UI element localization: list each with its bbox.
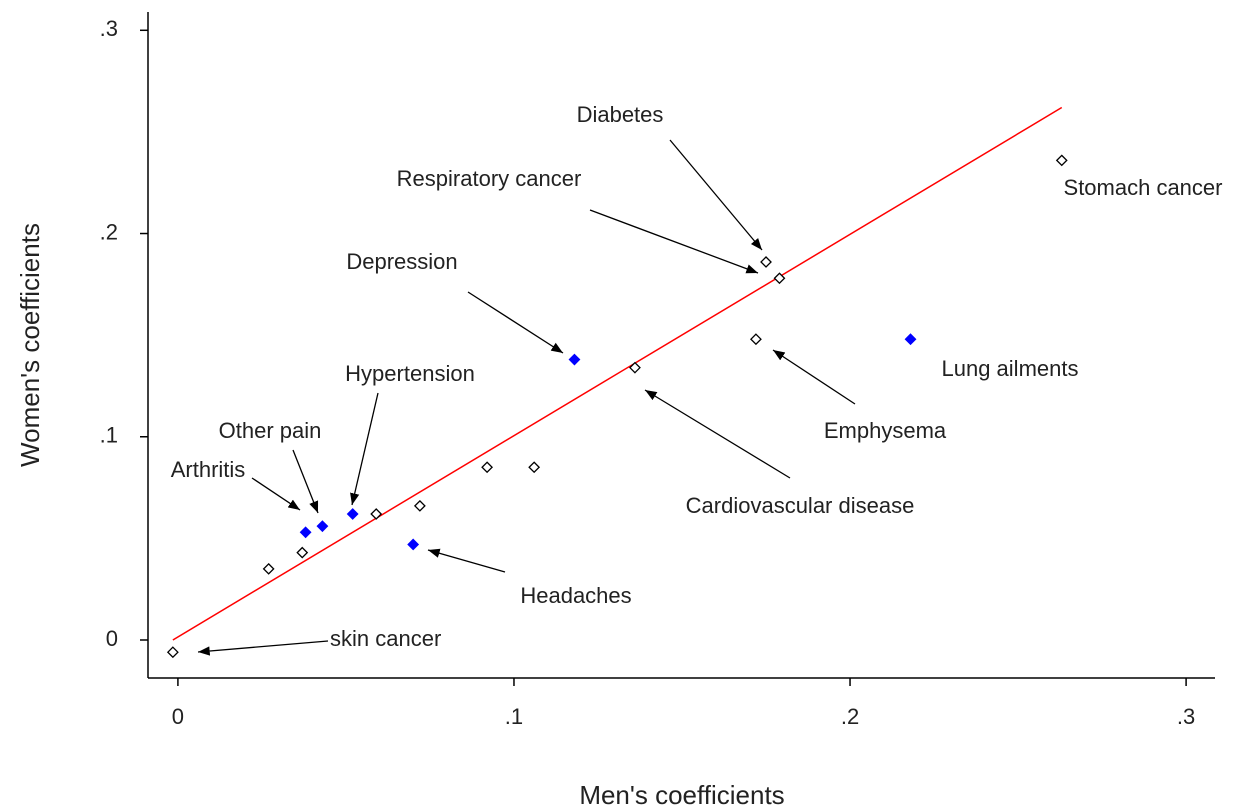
hollow-point [370,508,383,520]
x-tick-label: .2 [841,704,859,729]
hollow-point [296,546,309,559]
hollow-point [262,562,275,575]
y-tick-label: .3 [100,16,118,41]
annotation-arrow [427,548,506,573]
filled-point [407,538,420,551]
annotation-arrow [467,291,564,354]
hollow-point [528,461,541,474]
point-label: Diabetes [577,102,664,127]
annotation-arrow [292,449,319,514]
fit-line [172,106,1063,641]
y-tick-label: 0 [106,626,118,651]
hollow-point [629,361,641,374]
x-axis-title: Men's coefficients [579,780,784,810]
y-tick-label: .2 [100,219,118,244]
x-tick-label: .1 [505,704,523,729]
y-axis-title: Women's coefficients [15,223,45,467]
annotation-arrow [350,392,379,506]
point-label: Stomach cancer [1064,175,1223,200]
annotation-arrow [772,349,856,405]
hollow-point [481,461,494,474]
point-label: Respiratory cancer [397,166,582,191]
hollow-point [413,499,426,512]
hollow-point [760,256,772,268]
point-label: Cardiovascular disease [686,493,915,518]
annotation-arrow [644,389,791,479]
filled-point [316,520,329,533]
filled-point [299,526,312,539]
filled-point [568,353,581,366]
point-label: skin cancer [330,626,441,651]
point-label: Emphysema [824,418,947,443]
point-label: Arthritis [171,457,246,482]
point-label: Lung ailments [942,356,1079,381]
annotation-arrow [669,139,763,251]
annotation-arrow [197,640,329,656]
hollow-point [750,333,762,346]
x-tick-label: 0 [172,704,184,729]
point-label: Headaches [520,583,631,608]
annotation-arrow [589,209,759,274]
hollow-point [1055,154,1068,167]
x-tick-label: .3 [1177,704,1195,729]
y-tick-label: .1 [100,423,118,448]
filled-point [346,508,359,520]
point-label: Hypertension [345,361,475,386]
annotation-arrow [251,477,301,511]
point-label: Other pain [219,418,322,443]
hollow-point [773,272,786,285]
point-label: Depression [346,249,457,274]
filled-point [904,333,917,346]
hollow-point [166,646,179,659]
